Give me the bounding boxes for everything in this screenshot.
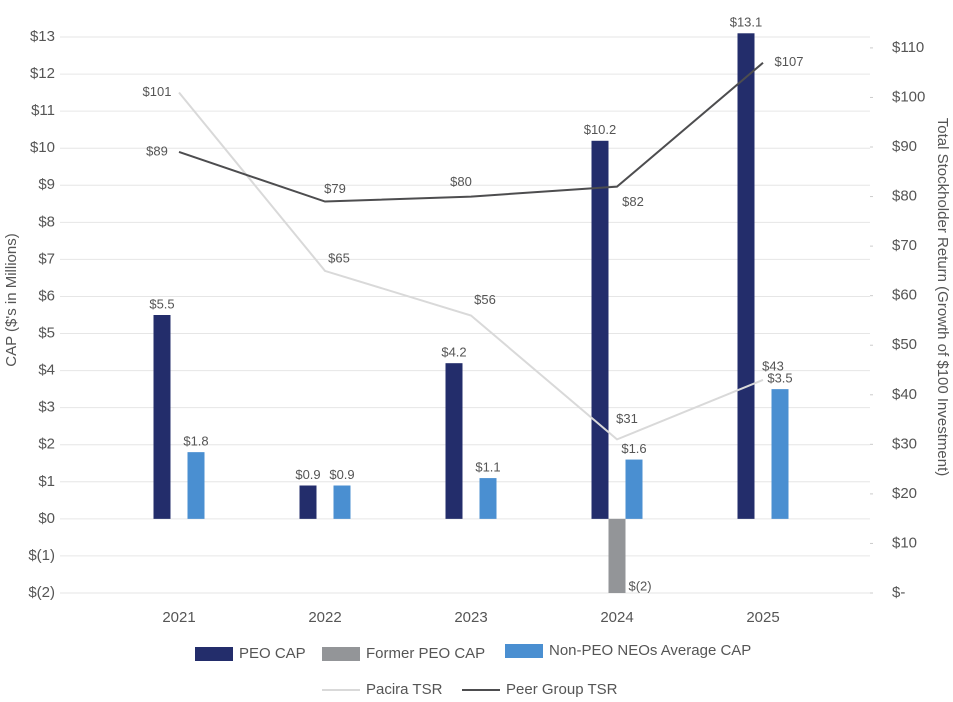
y2-tick-label: $100 [892,88,925,105]
y2-tick-label: $60 [892,287,917,304]
y-tick-label: $1 [38,473,55,490]
data-label: $1.8 [183,434,208,449]
data-label: $80 [450,174,472,189]
y2-tick-label: $50 [892,336,917,353]
y2-tick-label: $40 [892,386,917,403]
y2-tick-label: $10 [892,534,917,551]
data-label: $3.5 [767,371,792,386]
data-label: $101 [143,84,172,99]
y-tick-label: $2 [38,436,55,453]
bar [625,459,643,519]
y-tick-label: $9 [38,176,55,193]
data-label: $1.1 [475,460,500,475]
data-label: $107 [775,54,804,69]
data-label: $65 [328,250,350,265]
y-tick-label: $6 [38,287,55,304]
data-label: $1.6 [621,441,646,456]
y-tick-label: $12 [30,65,55,82]
x-tick-label: 2022 [308,609,341,626]
data-label: $89 [146,143,168,158]
line [178,91,764,441]
y-tick-label: $0 [38,510,55,527]
data-label: $(2) [629,578,652,593]
bar [771,389,789,519]
y2-tick-label: $- [892,584,905,601]
bar [591,140,609,519]
data-label: $5.5 [149,296,174,311]
line [178,62,764,203]
x-tick-label: 2021 [162,609,195,626]
data-label: $56 [474,292,496,307]
bar [299,485,317,519]
data-label: $43 [762,358,784,373]
bar [333,485,351,519]
y2-tick-label: $20 [892,485,917,502]
bar [479,478,497,519]
data-label: $4.2 [441,345,466,360]
y-tick-label: $(1) [28,547,55,564]
data-label: $0.9 [295,467,320,482]
y-tick-label: $7 [38,250,55,267]
legend-swatch [322,647,360,661]
y-tick-label: $8 [38,213,55,230]
x-tick-label: 2025 [746,609,779,626]
data-label: $82 [622,194,644,209]
legend-label: Peer Group TSR [506,681,618,698]
data-label: $0.9 [329,467,354,482]
y-tick-label: $4 [38,362,55,379]
bar [153,315,171,519]
data-label: $31 [616,411,638,426]
y-tick-label: $10 [30,139,55,156]
y2-tick-label: $90 [892,138,917,155]
bar [445,363,463,519]
y-axis-title: CAP ($'s in Millions) [3,233,20,366]
data-label: $10.2 [584,122,617,137]
x-tick-label: 2023 [454,609,487,626]
legend-swatch [195,647,233,661]
y2-tick-label: $30 [892,435,917,452]
y-tick-label: $13 [30,28,55,45]
legend-label: Former PEO CAP [366,645,485,662]
y2-tick-label: $110 [892,39,924,56]
y-tick-label: $11 [31,102,55,119]
y-tick-label: $5 [38,325,55,342]
y2-axis-title: Total Stockholder Return (Growth of $100… [934,118,951,477]
legend-label: PEO CAP [239,645,306,662]
y-tick-label: $(2) [28,584,55,601]
y-tick-label: $3 [38,399,55,416]
data-label: $13.1 [730,15,763,30]
legend-label: Pacira TSR [366,681,443,698]
x-tick-label: 2024 [600,609,633,626]
bar [187,452,205,519]
data-label: $79 [324,181,346,196]
bar [737,33,755,519]
legend-label: Non-PEO NEOs Average CAP [549,642,751,659]
y2-tick-label: $70 [892,237,917,254]
legend-swatch [505,644,543,658]
bar [608,518,626,593]
y2-tick-label: $80 [892,188,917,205]
